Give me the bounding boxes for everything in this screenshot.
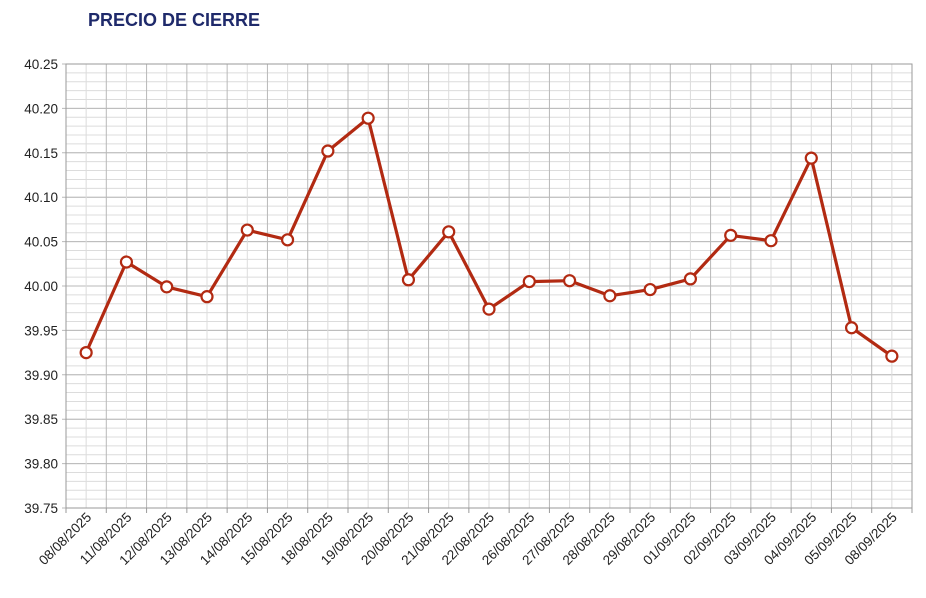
data-point [119, 255, 134, 269]
axes [65, 63, 913, 513]
data-point [200, 290, 214, 304]
data-point [522, 274, 536, 289]
y-tick-label: 40.25 [24, 57, 58, 72]
y-tick-label: 40.10 [24, 190, 58, 205]
y-tick-label: 40.15 [24, 146, 58, 161]
y-tick-label: 40.00 [24, 279, 58, 294]
y-tick-label: 39.85 [24, 412, 58, 427]
data-point [844, 321, 859, 335]
y-tick-label: 40.20 [24, 101, 58, 116]
data-point [683, 272, 698, 286]
data-point [804, 151, 818, 165]
y-tick-labels: 40.25 40.20 40.15 40.10 40.05 40.00 39.95 39.90… [24, 57, 58, 516]
data-point [442, 225, 456, 239]
data-point [482, 302, 496, 316]
data-point [321, 144, 335, 158]
data-point [643, 282, 657, 297]
data-point [764, 234, 778, 248]
data-point [280, 233, 295, 247]
y-tick-label: 39.90 [24, 368, 58, 383]
data-point [885, 349, 899, 363]
data-point [361, 111, 375, 125]
y-tick-label: 39.80 [24, 457, 58, 472]
y-tick-label: 39.95 [24, 323, 58, 338]
data-point [160, 280, 174, 294]
data-point [562, 274, 577, 288]
data-point [724, 228, 738, 242]
grid [62, 63, 913, 509]
data-point [603, 289, 617, 303]
data-point [79, 346, 93, 360]
plot-area-border [65, 63, 913, 509]
data-points [79, 111, 899, 363]
y-tick-label: 40.05 [24, 235, 58, 250]
data-point [240, 223, 254, 237]
chart-title: PRECIO DE CIERRE [88, 10, 261, 30]
y-tick-label: 39.75 [24, 501, 58, 516]
data-point [401, 273, 416, 287]
x-tick-labels: 08/08/202511/08/202512/08/202513/08/2025… [36, 510, 900, 568]
